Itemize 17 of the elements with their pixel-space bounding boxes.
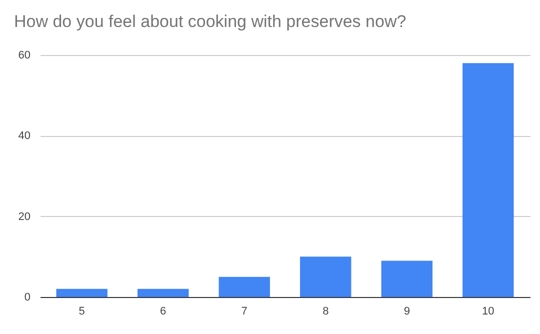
bar [218, 276, 270, 297]
bar [381, 260, 432, 297]
y-tick-label: 0 [24, 292, 30, 304]
x-tick-label: 10 [482, 306, 494, 318]
chart-title: How do you feel about cooking with preserves now? [14, 12, 406, 31]
x-tick-label: 5 [78, 306, 85, 318]
x-tick-label: 7 [241, 306, 248, 318]
bar [462, 63, 514, 297]
y-tick-label: 20 [18, 210, 30, 223]
x-tick-label: 9 [404, 306, 410, 318]
x-tick-label: 8 [322, 306, 329, 318]
x-tick-label: 6 [160, 306, 166, 318]
bar [56, 288, 108, 297]
y-tick-label: 60 [18, 50, 30, 62]
bar [138, 288, 189, 297]
y-tick-label: 40 [18, 130, 30, 142]
bar [300, 256, 352, 297]
